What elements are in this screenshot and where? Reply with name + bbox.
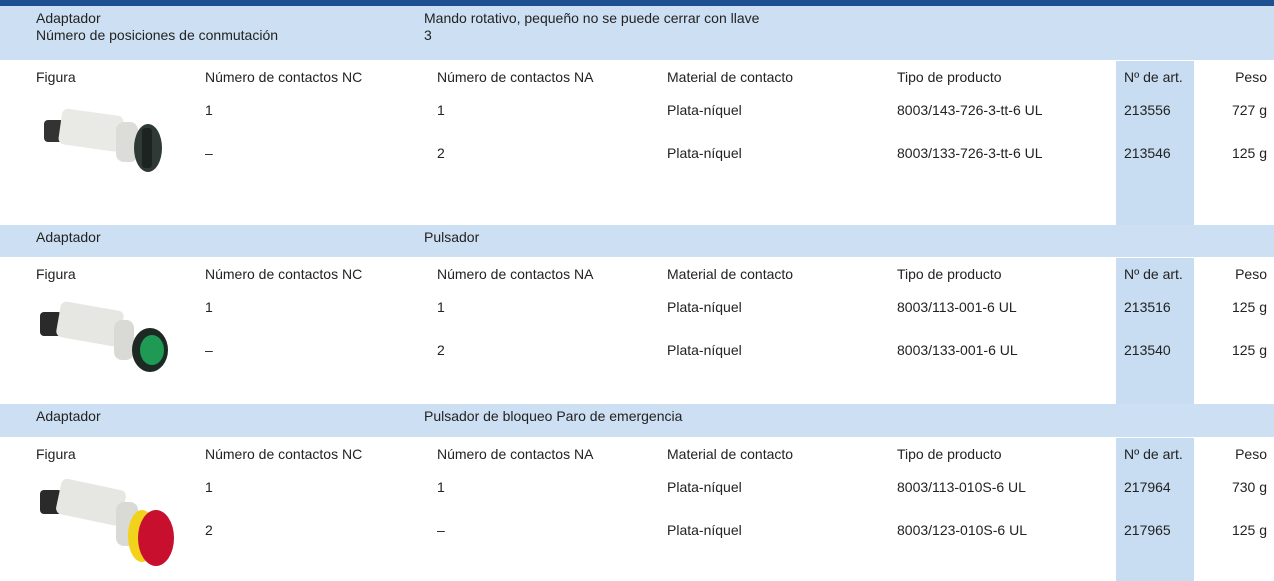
column-header: Material de contacto: [667, 266, 794, 282]
column-header: Número de contactos NC: [205, 266, 363, 282]
column-header: Número de contactos NA: [437, 446, 594, 462]
cell: Plata-níquel: [667, 522, 742, 538]
column-header: Figura: [36, 446, 76, 462]
cell: 217964: [1124, 479, 1171, 495]
cell: Plata-níquel: [667, 102, 742, 118]
cell: 125 g: [1231, 299, 1267, 315]
column-header: Peso: [1235, 69, 1267, 85]
column-header: Tipo de producto: [897, 69, 1002, 85]
column-header: Tipo de producto: [897, 446, 1002, 462]
section-header: [0, 404, 1274, 437]
header-label: Número de posiciones de conmutación: [36, 27, 279, 43]
column-header: Número de contactos NA: [437, 266, 594, 282]
top-bar: [0, 0, 1274, 6]
art-column: [1116, 61, 1194, 225]
header-label: Adaptador: [36, 408, 101, 424]
cell: 8003/123-010S-6 UL: [897, 522, 1027, 538]
header-label: Adaptador: [36, 229, 101, 245]
cell: 8003/113-010S-6 UL: [897, 479, 1026, 495]
cell: 730 g: [1231, 479, 1267, 495]
cell: 8003/143-726-3-tt-6 UL: [897, 102, 1043, 118]
column-header: Número de contactos NA: [437, 69, 594, 85]
column-header: Peso: [1235, 446, 1267, 462]
cell: Plata-níquel: [667, 299, 742, 315]
cell: 213556: [1124, 102, 1171, 118]
cell: 8003/133-001-6 UL: [897, 342, 1018, 358]
column-header: Figura: [36, 69, 76, 85]
column-header: Nº de art.: [1124, 69, 1183, 85]
header-value: Pulsador de bloqueo Paro de emergencia: [424, 408, 683, 424]
cell: –: [205, 342, 213, 358]
cell: 8003/133-726-3-tt-6 UL: [897, 145, 1043, 161]
cell: 213540: [1124, 342, 1171, 358]
cell: Plata-níquel: [667, 342, 742, 358]
cell: 1: [205, 479, 213, 495]
column-header: Número de contactos NC: [205, 69, 363, 85]
column-header: Material de contacto: [667, 69, 794, 85]
cell: 1: [205, 102, 213, 118]
header-value: Mando rotativo, pequeño no se puede cerr…: [424, 10, 760, 26]
column-header: Nº de art.: [1124, 266, 1183, 282]
cell: 1: [437, 479, 445, 495]
cell: 213516: [1124, 299, 1171, 315]
header-value: 3: [424, 27, 432, 43]
header-label: Adaptador: [36, 10, 101, 26]
cell: –: [437, 522, 445, 538]
column-header: Peso: [1235, 266, 1267, 282]
column-header: Material de contacto: [667, 446, 794, 462]
cell: 125 g: [1231, 145, 1267, 161]
cell: 727 g: [1231, 102, 1267, 118]
section-header: [0, 6, 1274, 60]
column-header: Figura: [36, 266, 76, 282]
cell: 217965: [1124, 522, 1171, 538]
cell: 125 g: [1231, 522, 1267, 538]
product-image: [40, 478, 174, 566]
cell: 1: [437, 299, 445, 315]
cell: 1: [437, 102, 445, 118]
column-header: Nº de art.: [1124, 446, 1183, 462]
header-value: Pulsador: [424, 229, 480, 245]
cell: 125 g: [1231, 342, 1267, 358]
cell: 2: [437, 145, 445, 161]
product-image: [44, 108, 162, 172]
column-header: Número de contactos NC: [205, 446, 363, 462]
cell: –: [205, 145, 213, 161]
art-column: [1116, 438, 1194, 581]
art-column: [1116, 258, 1194, 404]
cell: Plata-níquel: [667, 145, 742, 161]
cell: 2: [437, 342, 445, 358]
cell: 8003/113-001-6 UL: [897, 299, 1017, 315]
cell: 213546: [1124, 145, 1171, 161]
cell: 1: [205, 299, 213, 315]
column-header: Tipo de producto: [897, 266, 1002, 282]
product-image: [40, 301, 168, 372]
cell: 2: [205, 522, 213, 538]
cell: Plata-níquel: [667, 479, 742, 495]
section-header: [0, 225, 1274, 257]
